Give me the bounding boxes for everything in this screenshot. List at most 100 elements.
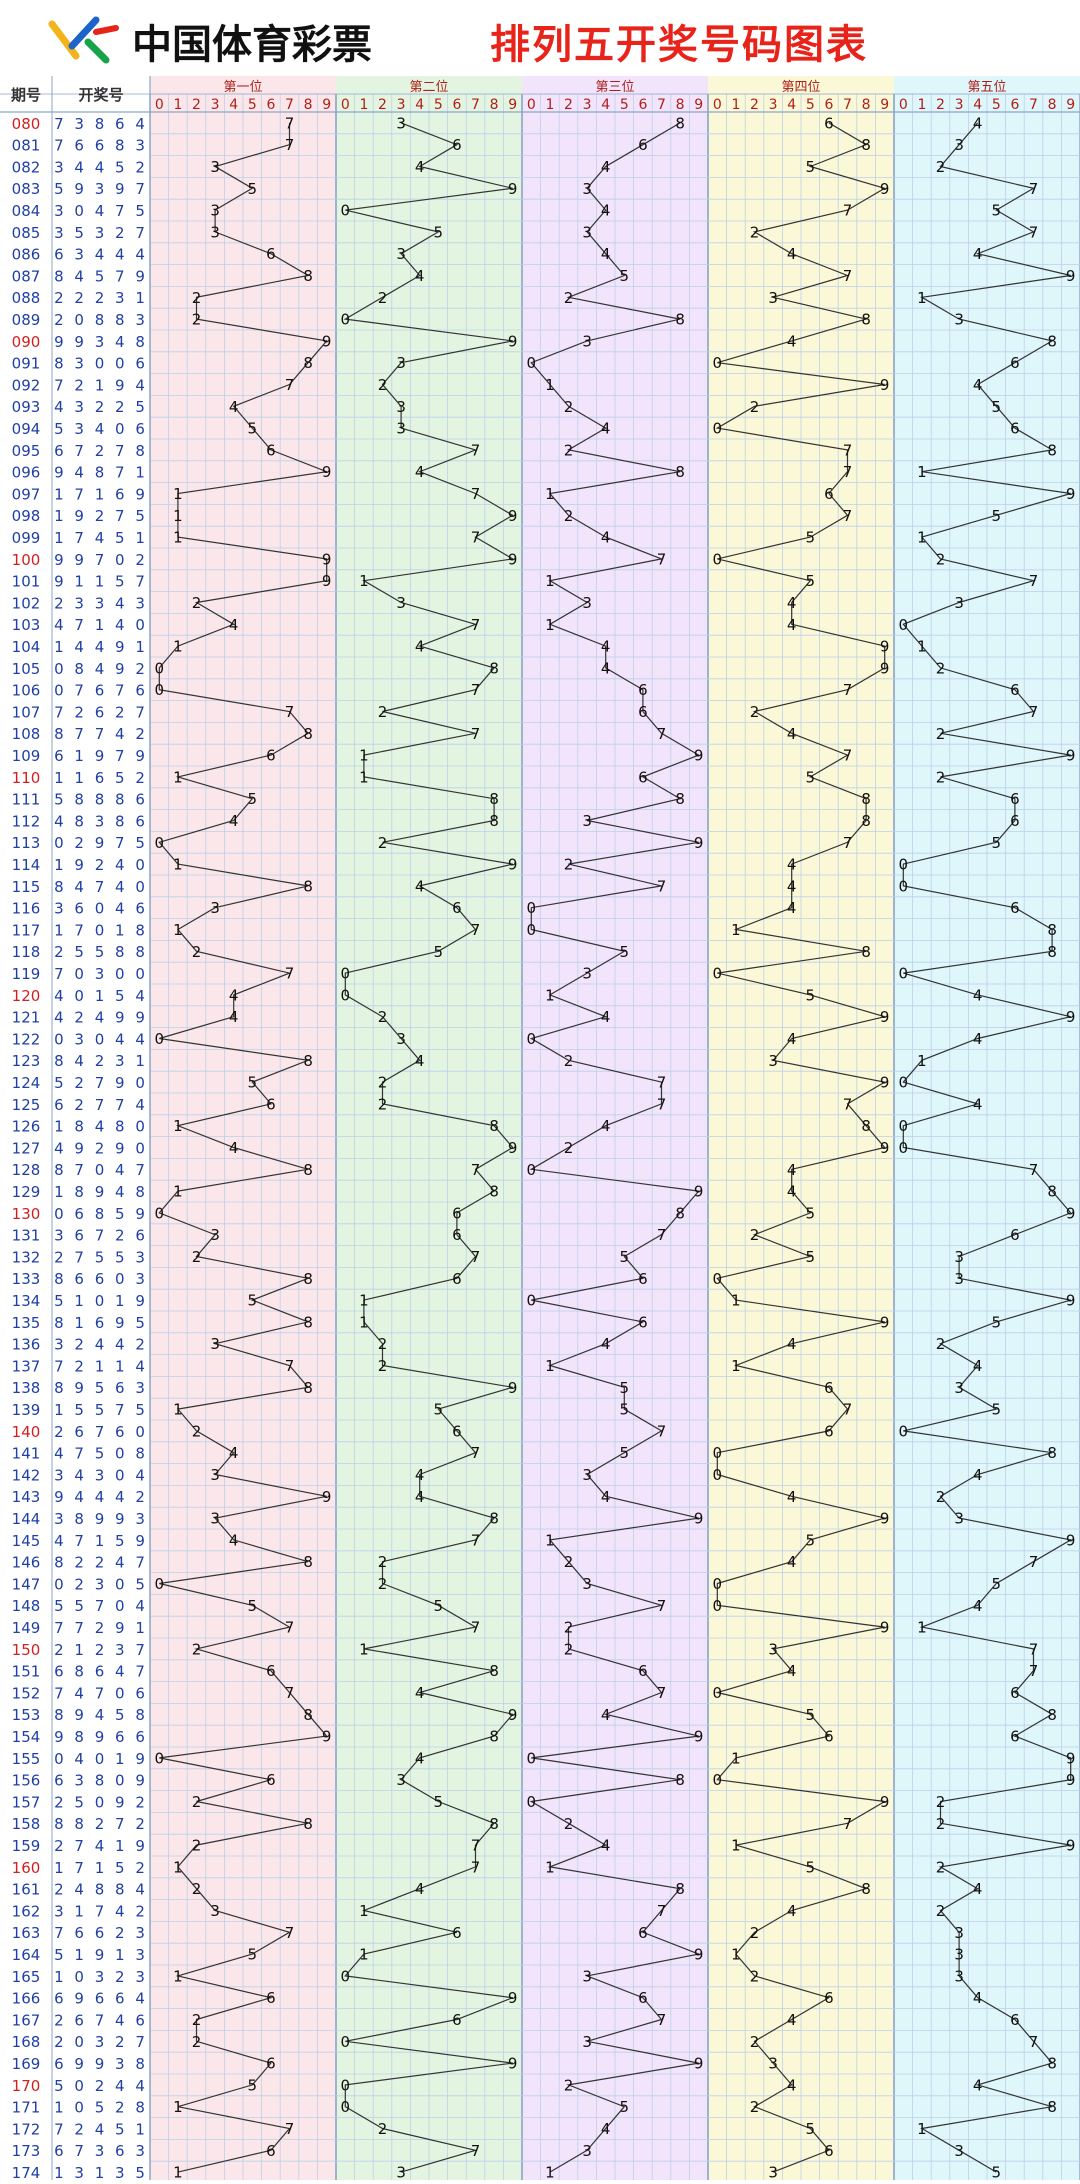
digit-point: 1 <box>917 463 927 481</box>
digit-point: 7 <box>471 1248 481 1266</box>
digit-header: 6 <box>452 97 461 113</box>
digit-point: 1 <box>173 1401 183 1419</box>
digit-point: 0 <box>527 1030 537 1048</box>
digit-point: 8 <box>303 877 313 895</box>
digit-point: 2 <box>564 1139 574 1157</box>
digit-point: 8 <box>1047 441 1057 459</box>
digit-point: 2 <box>750 2033 760 2051</box>
digit-point: 5 <box>806 1531 816 1549</box>
digit-point: 9 <box>880 1510 890 1528</box>
draw-number: 0 6 8 5 9 <box>54 1205 148 1223</box>
digit-point: 9 <box>508 1379 518 1397</box>
digit-point: 8 <box>675 1771 685 1789</box>
issue-number: 125 <box>12 1096 41 1114</box>
draw-number: 7 2 1 9 4 <box>54 376 148 394</box>
digit-point: 8 <box>675 463 685 481</box>
digit-point: 0 <box>341 2033 351 2051</box>
digit-point: 9 <box>880 1139 890 1157</box>
digit-point: 9 <box>1066 485 1076 503</box>
digit-point: 4 <box>973 1030 983 1048</box>
digit-point: 8 <box>861 943 871 961</box>
digit-point: 8 <box>489 790 499 808</box>
digit-point: 7 <box>843 834 853 852</box>
digit-point: 9 <box>694 834 704 852</box>
digit-point: 8 <box>303 725 313 743</box>
issue-number: 123 <box>12 1052 41 1070</box>
digit-point: 9 <box>508 332 518 350</box>
digit-point: 4 <box>415 1684 425 1702</box>
digit-point: 0 <box>713 1270 723 1288</box>
digit-point: 4 <box>415 1749 425 1767</box>
digit-point: 6 <box>266 1095 276 1113</box>
draw-number: 7 4 7 0 6 <box>54 1684 148 1702</box>
digit-point: 7 <box>1029 180 1039 198</box>
digit-point: 8 <box>489 1815 499 1833</box>
digit-point: 9 <box>880 376 890 394</box>
issue-number: 164 <box>12 1946 41 1964</box>
digit-point: 6 <box>452 2011 462 2029</box>
digit-point: 1 <box>917 289 927 307</box>
issue-number: 114 <box>12 856 41 874</box>
digit-point: 0 <box>899 856 909 874</box>
digit-point: 4 <box>601 1488 611 1506</box>
issue-number: 126 <box>12 1118 41 1136</box>
digit-point: 4 <box>601 1706 611 1724</box>
digit-point: 1 <box>917 638 927 656</box>
digit-point: 8 <box>303 354 313 372</box>
digit-header: 9 <box>1066 97 1075 113</box>
draw-number: 1 0 5 2 8 <box>54 2099 148 2117</box>
draw-number: 7 3 8 6 4 <box>54 115 148 133</box>
digit-point: 4 <box>229 1444 239 1462</box>
digit-point: 4 <box>229 986 239 1004</box>
issue-number: 094 <box>12 420 41 438</box>
digit-point: 8 <box>303 1161 313 1179</box>
digit-point: 2 <box>936 1793 946 1811</box>
digit-point: 9 <box>322 550 332 568</box>
issue-number: 116 <box>12 900 41 918</box>
digit-point: 6 <box>638 768 648 786</box>
draw-number: 4 7 5 0 8 <box>54 1445 148 1463</box>
digit-point: 4 <box>787 1183 797 1201</box>
issue-number: 138 <box>12 1379 41 1397</box>
digit-point: 1 <box>359 1313 369 1331</box>
draw-number: 0 2 9 7 5 <box>54 834 148 852</box>
digit-point: 3 <box>954 311 964 329</box>
digit-point: 4 <box>415 267 425 285</box>
digit-header: 0 <box>899 97 908 113</box>
digit-point: 0 <box>341 202 351 220</box>
digit-header: 0 <box>155 97 164 113</box>
issue-number: 101 <box>12 573 41 591</box>
digit-point: 1 <box>359 747 369 765</box>
digit-point: 3 <box>210 1335 220 1353</box>
digit-point: 2 <box>564 1619 574 1637</box>
digit-header: 2 <box>564 97 573 113</box>
digit-header: 8 <box>1048 97 1057 113</box>
issue-number: 170 <box>12 2077 41 2095</box>
digit-point: 9 <box>880 180 890 198</box>
draw-number: 1 5 5 7 5 <box>54 1401 148 1419</box>
digit-header: 7 <box>1029 97 1038 113</box>
digit-point: 4 <box>787 1030 797 1048</box>
digit-point: 2 <box>936 659 946 677</box>
digit-point: 9 <box>508 550 518 568</box>
digit-point: 1 <box>173 2164 183 2180</box>
digit-point: 6 <box>452 1270 462 1288</box>
digit-point: 0 <box>713 1466 723 1484</box>
digit-point: 7 <box>843 507 853 525</box>
issue-number: 087 <box>12 267 41 285</box>
digit-point: 4 <box>973 376 983 394</box>
draw-number: 9 8 9 6 6 <box>54 1728 148 1746</box>
draw-number: 3 6 7 2 6 <box>54 1227 148 1245</box>
digit-point: 4 <box>229 1008 239 1026</box>
digit-point: 7 <box>471 681 481 699</box>
digit-point: 6 <box>1010 812 1020 830</box>
digit-header: 5 <box>992 97 1001 113</box>
digit-point: 9 <box>1066 1008 1076 1026</box>
digit-point: 2 <box>564 289 574 307</box>
digit-point: 2 <box>192 1880 202 1898</box>
digit-point: 4 <box>601 2120 611 2138</box>
draw-number: 7 7 2 9 1 <box>54 1619 148 1637</box>
digit-point: 1 <box>731 1946 741 1964</box>
draw-number: 0 3 0 4 4 <box>54 1030 148 1048</box>
digit-point: 7 <box>1029 572 1039 590</box>
